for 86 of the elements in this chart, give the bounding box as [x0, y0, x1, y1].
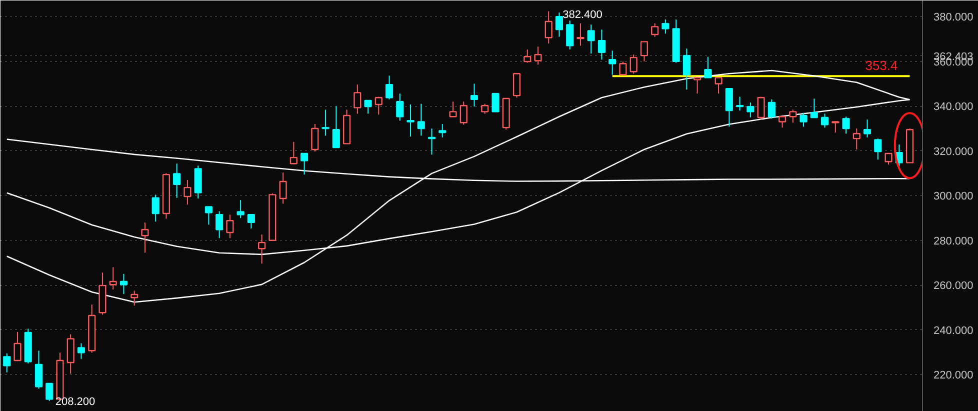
candlestick [736, 96, 744, 112]
candlestick [704, 56, 712, 78]
y-tick-label: 220.000 [934, 370, 974, 382]
candlestick [460, 101, 468, 126]
y-tick-label: 280.000 [934, 235, 974, 248]
candlestick [216, 210, 224, 239]
candlestick [77, 342, 86, 360]
candlestick [640, 41, 648, 62]
candlestick [385, 75, 394, 100]
candlestick [608, 50, 616, 76]
candlestick [204, 206, 212, 226]
y-tick-label: 320.000 [934, 146, 974, 158]
candlestick [438, 124, 446, 138]
candlestick [184, 179, 192, 206]
candlestick [863, 119, 872, 138]
candlestick [492, 92, 500, 112]
candlestick [14, 332, 22, 362]
candlestick [768, 98, 776, 120]
candlestick [757, 96, 765, 120]
candlestick [417, 103, 425, 136]
candlestick [109, 266, 117, 290]
candlestick [810, 98, 818, 118]
candlestick [332, 106, 340, 148]
y-tick-label: 300.000 [934, 190, 974, 203]
candlestick [311, 124, 319, 152]
y-tick-label: 380.000 [934, 12, 974, 24]
candlestick [120, 273, 128, 295]
candlestick [555, 12, 564, 38]
candlestick [481, 103, 489, 114]
candlestick [566, 20, 574, 50]
candlestick [725, 88, 733, 128]
annotation: 382.400 [562, 9, 602, 22]
candlestick [258, 234, 266, 264]
candlestick [587, 24, 595, 54]
candlestick [884, 152, 892, 165]
candlestick [141, 222, 149, 254]
candlestick [406, 104, 414, 138]
candlestick [290, 141, 298, 165]
candlestick [173, 163, 181, 198]
candlestick [428, 128, 436, 156]
candlestick [130, 290, 138, 306]
candlestick [194, 165, 202, 200]
y-tick-label: 340.000 [934, 101, 974, 114]
candlestick [534, 46, 542, 66]
candlestick [746, 102, 754, 118]
y-tick-label: 240.000 [934, 324, 974, 337]
candlestick [46, 382, 54, 402]
candlestick [832, 121, 840, 134]
candlestick [247, 214, 255, 229]
candlestick [651, 22, 659, 38]
annotation: 208.200 [55, 396, 96, 408]
candlestick [778, 114, 786, 128]
y-tick-label: 260.000 [934, 280, 974, 292]
candlestick [544, 10, 552, 44]
candlestick [852, 128, 860, 150]
candlestick [66, 334, 74, 374]
candlestick [374, 96, 382, 116]
candlestick [236, 200, 244, 218]
candlestick [226, 214, 234, 239]
candlestick [874, 138, 882, 160]
candlestick [3, 352, 11, 373]
candlestick [512, 73, 521, 98]
candlestick [354, 84, 362, 114]
candlestick [34, 350, 43, 390]
candlestick [322, 109, 330, 136]
candlestick [396, 93, 404, 122]
candlestick [279, 172, 287, 204]
candlestick [619, 61, 627, 76]
candlestick [842, 116, 850, 134]
annotation: 353.4 [865, 58, 898, 74]
candlestick [682, 48, 690, 90]
candlestick [449, 101, 457, 118]
candlestick [598, 29, 606, 60]
candlestick [800, 112, 808, 128]
candlestick [789, 109, 797, 124]
candlestick [364, 100, 372, 114]
candlestick [820, 113, 829, 128]
candlestick [300, 152, 308, 176]
candlestick [524, 49, 532, 64]
candlestick [714, 76, 722, 94]
candlestick [152, 194, 160, 222]
candlestick [630, 54, 638, 74]
candlestick [576, 22, 584, 46]
candlestick [694, 76, 702, 94]
candlestick [470, 83, 478, 108]
candlestick [662, 19, 670, 34]
